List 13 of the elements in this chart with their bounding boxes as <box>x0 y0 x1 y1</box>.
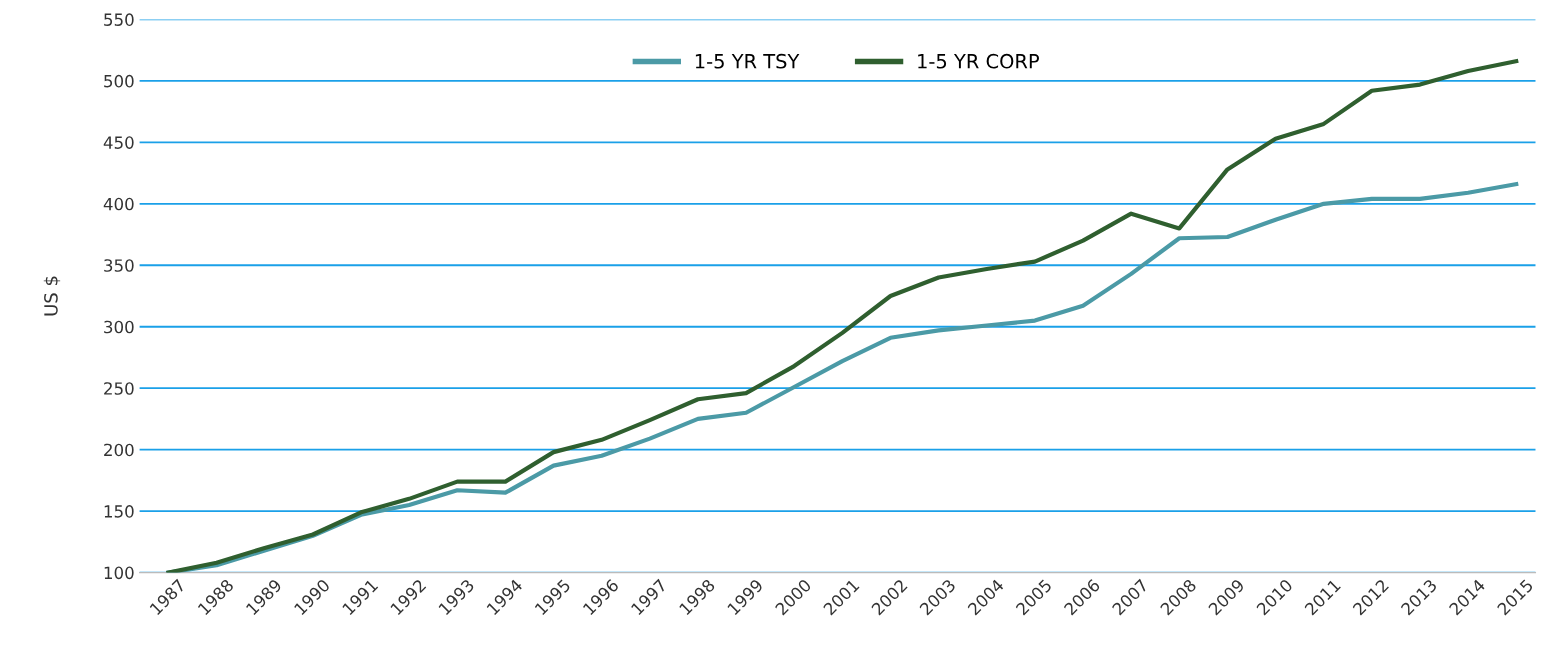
legend-label: 1-5 YR TSY <box>695 53 800 69</box>
y-tick-label: 500 <box>104 74 134 88</box>
y-axis-title: US $ <box>43 276 61 316</box>
y-tick-label: 300 <box>104 320 134 334</box>
y-tick-label: 250 <box>104 382 134 395</box>
y-tick-label: 100 <box>104 566 134 580</box>
y-tick-label: 400 <box>103 197 134 211</box>
y-tick-label: 550 <box>104 13 134 26</box>
y-tick-label: 350 <box>104 259 134 272</box>
y-tick-label: 200 <box>104 443 134 457</box>
legend-label: 1-5 YR CORP <box>918 53 1039 69</box>
y-tick-label: 150 <box>104 505 134 518</box>
y-tick-label: 450 <box>103 136 134 149</box>
